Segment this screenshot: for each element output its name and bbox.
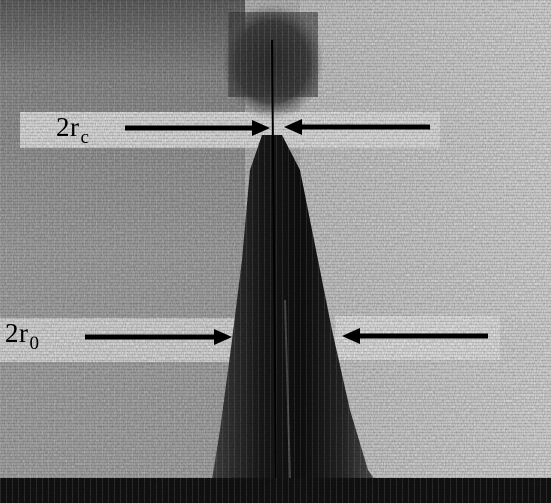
arrow-rc-right [284, 119, 430, 135]
label-2rc: 2rc [56, 112, 89, 148]
label-2r0-main: 2r [5, 318, 29, 348]
label-2r0: 2r0 [5, 318, 40, 354]
label-2rc-main: 2r [56, 112, 80, 142]
arrow-r0-right [342, 328, 488, 344]
arrow-r0-left [85, 329, 232, 345]
label-2r0-subscript: 0 [29, 333, 40, 354]
arrow-rc-left [125, 120, 270, 136]
label-2rc-subscript: c [80, 127, 90, 148]
